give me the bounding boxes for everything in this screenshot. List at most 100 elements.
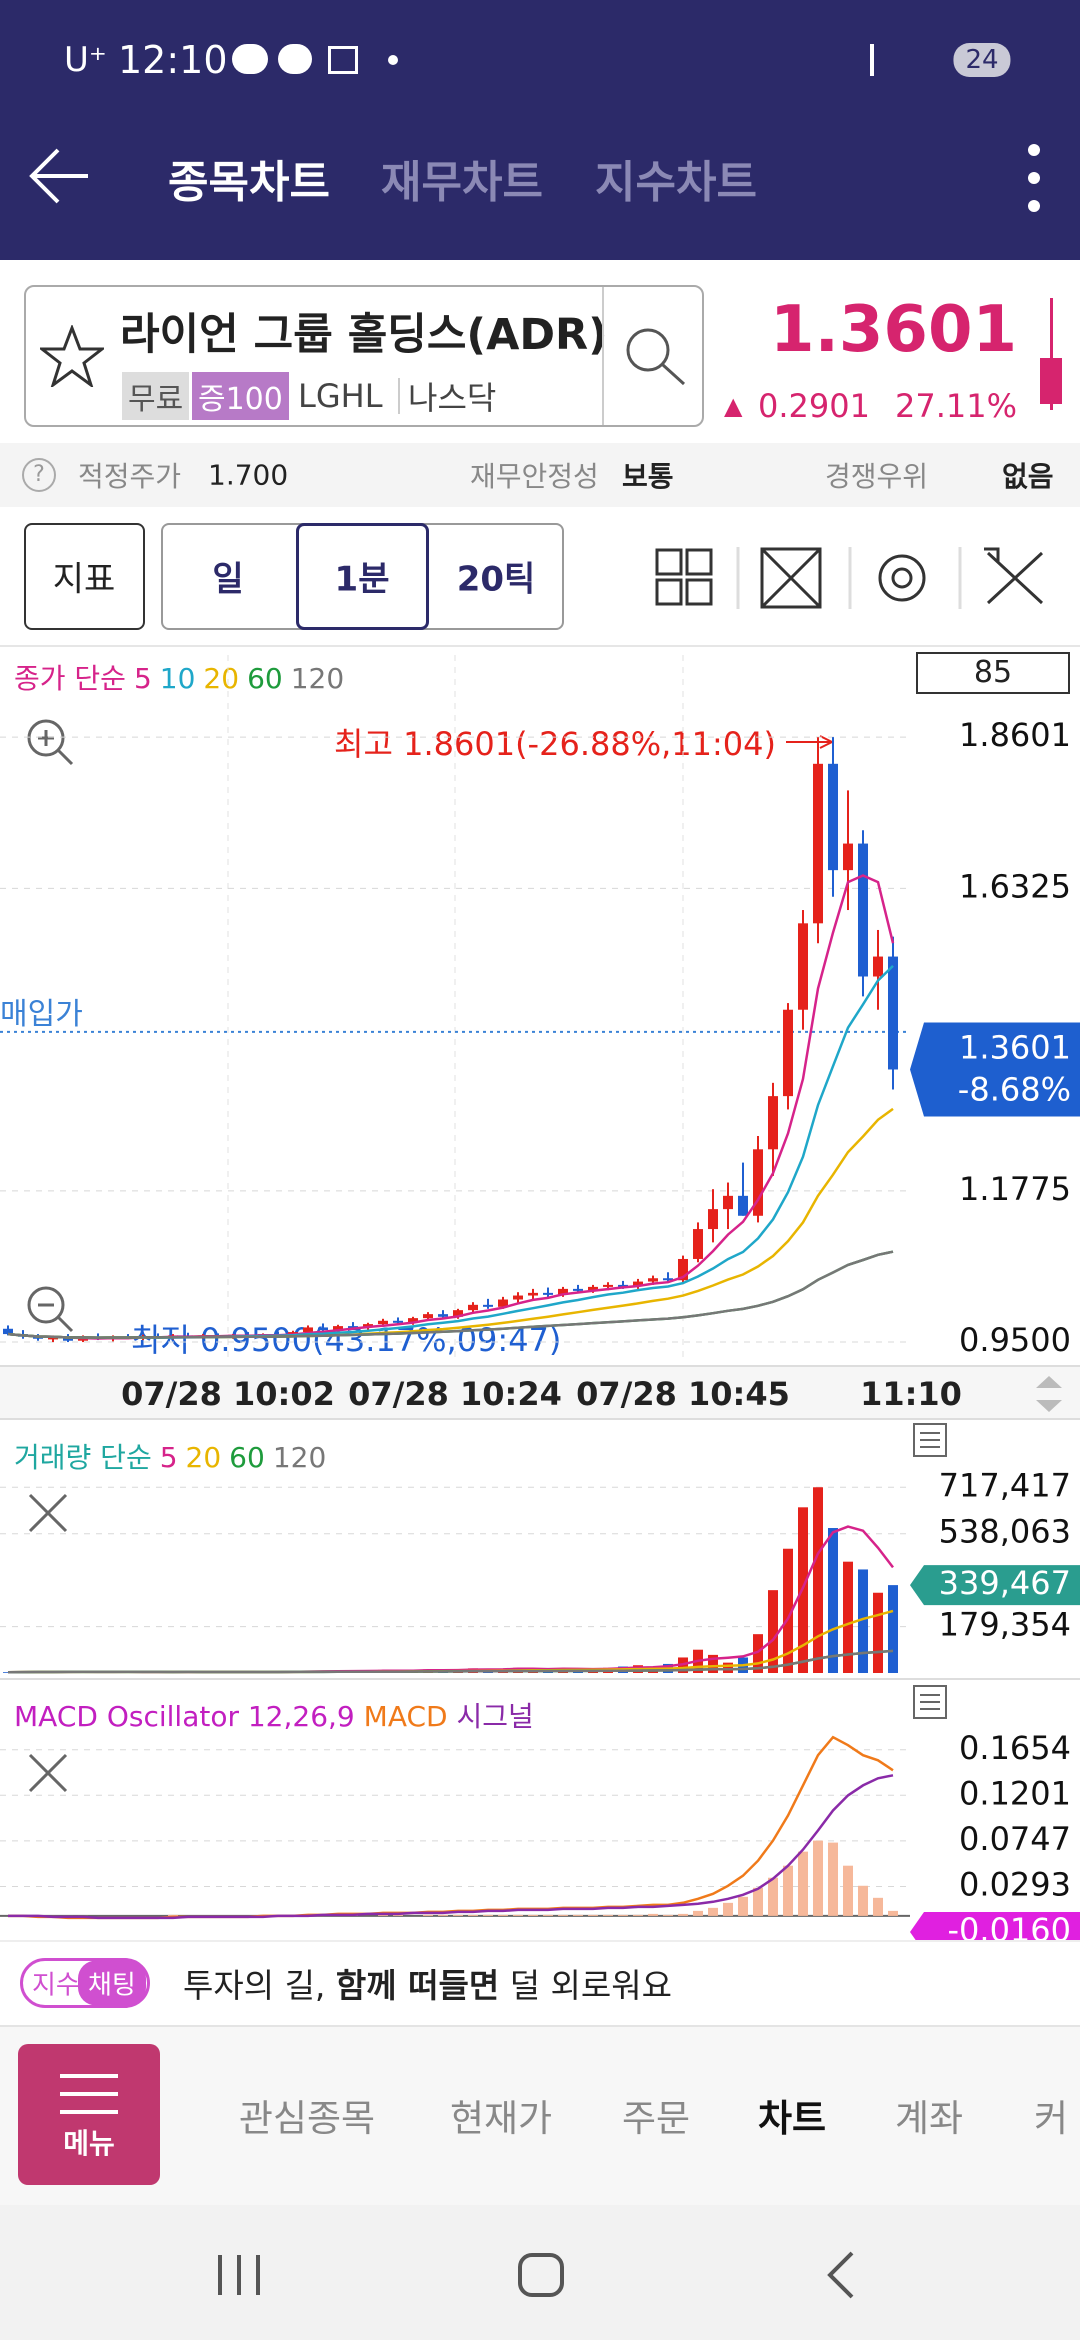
info-value: 보통 [622, 460, 674, 493]
osc-bar [483, 1914, 493, 1916]
period-selected[interactable] [296, 523, 429, 630]
ma-line [7, 1107, 894, 1339]
candle-body [843, 843, 853, 871]
nav-tab[interactable]: 관심종목 [238, 2097, 376, 2140]
period-button[interactable]: 20틱 [456, 559, 536, 600]
legend-period: 10 [159, 662, 196, 695]
osc-bar [633, 1914, 643, 1916]
banner[interactable] [0, 1940, 1080, 2025]
candle-body [423, 1314, 433, 1319]
legend-period: 60 [229, 1441, 265, 1474]
ma-line [7, 1525, 894, 1674]
menu-icon [60, 2074, 118, 2114]
info-label: 재무안정성 [470, 460, 599, 493]
osc-bar [798, 1851, 808, 1916]
y-tick-label: 0.0293 [959, 1865, 1071, 1903]
candle-body [813, 763, 823, 924]
divider [0, 645, 1080, 647]
volume-bar [3, 1672, 13, 1673]
period-button[interactable]: 일 [212, 559, 244, 600]
osc-bar [708, 1907, 718, 1916]
candle-body [828, 763, 838, 871]
legend-label: 거래량 단순 [14, 1441, 152, 1474]
y-tick-label: 1.8601 [959, 716, 1071, 754]
badge-label: 339,467 [939, 1564, 1071, 1602]
osc-bar [378, 1914, 388, 1916]
macd-legend: MACD Oscillator 12,26,9 MACD 시그널 [14, 1695, 534, 1735]
candle-body [63, 1337, 73, 1341]
candle-body [723, 1195, 733, 1210]
favorite-star[interactable] [40, 325, 104, 387]
candle-body [873, 956, 883, 977]
menu-button[interactable] [18, 2044, 160, 2185]
candle-body [393, 1320, 403, 1323]
osc-bar [543, 1914, 553, 1916]
legend-label: MACD Oscillator 12,26,9 [14, 1700, 355, 1733]
tab[interactable]: 지수차트 [595, 157, 757, 208]
osc-bar [858, 1885, 868, 1916]
signal-line [8, 1774, 894, 1920]
banner-text-a: 투자의 길, [183, 1966, 336, 2005]
nav-tab-active[interactable]: 차트 [757, 2097, 827, 2140]
volume-bar [768, 1590, 778, 1673]
volume-bar [783, 1548, 793, 1673]
more-menu[interactable] [1022, 140, 1046, 216]
osc-bar [588, 1914, 598, 1916]
volume-bar [858, 1569, 868, 1673]
osc-bar [723, 1902, 733, 1916]
back-button[interactable] [28, 146, 92, 206]
osc-bar [573, 1914, 583, 1916]
volume-bar [843, 1561, 853, 1673]
osc-bar [423, 1914, 433, 1916]
badge-label: 1.3601 [959, 1028, 1071, 1066]
indicator-button[interactable] [24, 523, 145, 630]
date-label: 07/28 10:02 [121, 1375, 335, 1413]
candle-body [738, 1195, 748, 1216]
y-tick-label: 0.0747 [959, 1820, 1071, 1858]
banner-text-c: 덜 외로워요 [499, 1966, 672, 2005]
ma-line [7, 1649, 894, 1674]
nav-tab[interactable]: 커 [1034, 2097, 1069, 2140]
candle-body [468, 1304, 478, 1311]
tab[interactable]: 재무차트 [381, 157, 543, 208]
signal-icon [870, 44, 944, 76]
help-icon[interactable]: ? [22, 458, 56, 492]
tag: 무료 [122, 372, 190, 420]
search-button[interactable] [620, 322, 690, 392]
purchase-label: 매입가 [0, 997, 83, 1032]
candle-body [798, 923, 808, 1010]
candle-body [783, 1009, 793, 1097]
nav-tab[interactable]: 현재가 [449, 2097, 553, 2140]
y-tick-label: 0.1654 [959, 1729, 1071, 1767]
date-label: 11:10 [860, 1375, 962, 1413]
mini-candle-wick [1050, 298, 1053, 410]
nav-tab[interactable]: 계좌 [894, 2097, 964, 2140]
tab-active[interactable]: 종목차트 [168, 157, 330, 208]
legend-label: 종가 단순 [14, 662, 126, 695]
current-price: 1.3601 [770, 293, 1017, 367]
nav-tab[interactable]: 주문 [621, 2097, 691, 2140]
status-icon [232, 44, 268, 74]
candle-body [558, 1288, 568, 1295]
legend-period: 20 [185, 1441, 222, 1474]
count-box[interactable]: 85 [916, 652, 1070, 694]
volume-bar [888, 1585, 898, 1673]
info-label: 적정주가 [78, 460, 182, 493]
legend-period: 60 [247, 662, 283, 695]
osc-bar [768, 1877, 778, 1916]
banner-text-b: 함께 떠들면 [335, 1966, 500, 2005]
legend-label: 시그널 [456, 1700, 534, 1733]
tool-icons[interactable] [650, 545, 1070, 611]
volume-legend: 거래량 단순 5 20 60 120 [14, 1436, 326, 1476]
status-carrier: U⁺ [64, 40, 107, 80]
y-tick-label: 0.9500 [959, 1321, 1071, 1359]
candle-body [888, 956, 898, 1070]
osc-bar [438, 1914, 448, 1916]
banner-tag: 채팅 [78, 1960, 146, 2006]
system-nav-icons[interactable] [200, 2245, 900, 2305]
header-bar [0, 0, 1080, 260]
candle-body [513, 1295, 523, 1300]
stock-box[interactable] [24, 285, 704, 427]
period-button[interactable]: 1분 [334, 559, 390, 600]
